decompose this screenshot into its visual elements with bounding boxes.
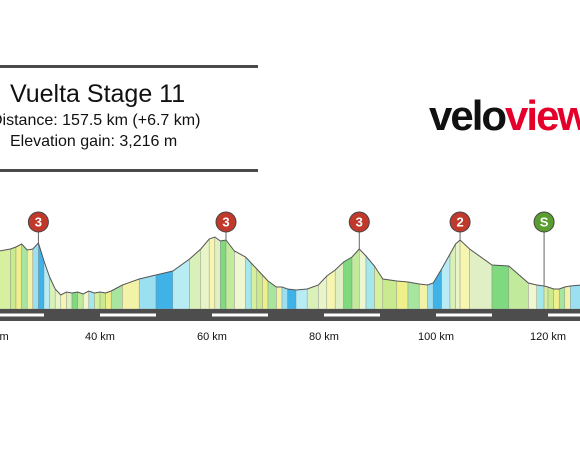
stage-title: Vuelta Stage 11 [10,80,186,108]
profile-segment [382,278,397,310]
km-dash [0,313,44,317]
profile-segment [110,284,123,310]
sprint-marker [533,211,555,233]
profile-segment [27,248,33,310]
profile-segment [427,282,434,310]
profile-segment [155,270,174,310]
profile-segment [99,291,106,310]
profile-segment [469,248,493,310]
logo-velo: velo [429,92,507,139]
profile-segment [326,269,336,310]
profile-segment [295,288,308,310]
distance-baseline [0,309,580,321]
km-tick-label: 80 km [309,331,339,343]
profile-segment [407,281,420,310]
km-tick-group: 40 km 60 km 80 km 100 km 120 km km [0,331,566,343]
stage-info-box: Vuelta Stage 11 Distance: 157.5 km (+6.7… [0,0,260,175]
profile-outline [0,236,580,296]
km-tick-label: 100 km [418,331,454,343]
profile-segment [267,280,277,310]
profile-segment [459,239,470,310]
profile-segment [71,291,78,310]
profile-segment [10,246,17,310]
profile-segment [66,291,73,310]
climb-marker-label: 3 [356,215,363,230]
climb-marker-label: 2 [456,215,463,230]
km-dash-group [0,313,580,317]
profile-segment [15,243,22,310]
profile-segment [449,243,456,310]
bottom-divider [0,169,258,172]
profile-segment [547,286,554,310]
climb-category-marker [215,211,237,233]
profile-segment [49,276,56,310]
profile-segment [0,248,11,310]
profile-segment [220,239,227,310]
profile-segment [88,290,95,310]
logo-view: view [505,92,580,139]
profile-segment [105,290,112,310]
profile-segment [21,243,28,310]
km-tick-label-partial: km [0,331,9,343]
profile-segment [559,286,565,310]
profile-segment [77,291,84,310]
profile-segment [200,238,210,310]
stage-distance: Distance: 157.5 km (+6.7 km) [0,112,201,129]
km-dash [100,313,156,317]
km-dash [212,313,268,317]
profile-segment [491,264,509,310]
profile-segment [214,236,221,310]
profile-segment [94,291,101,310]
profile-segment [276,286,283,310]
profile-fill-group [0,236,580,310]
profile-segment [250,262,257,310]
profile-segment [351,248,360,310]
profile-segment [256,268,263,310]
profile-segment [343,256,353,310]
profile-segment [287,288,297,310]
climb-category-marker [449,211,471,233]
profile-segment [455,239,461,310]
km-tick-label: 60 km [197,331,227,343]
climb-category-marker [348,211,370,233]
profile-segment [208,236,216,310]
profile-segment [508,265,529,310]
profile-segment [281,286,288,310]
profile-segment [433,268,442,310]
profile-segment [172,258,190,310]
profile-segment [245,256,252,310]
profile-segment [536,284,545,310]
profile-segment [396,280,409,310]
km-dash [548,313,580,317]
profile-segment [543,285,549,310]
profile-segment [570,284,580,310]
profile-segment [225,239,235,310]
profile-segment [553,288,560,310]
climb-marker-label: S [540,215,549,230]
climb-marker-label: 3 [222,215,229,230]
profile-segment [138,274,157,310]
climb-marker-group: 3 3 3 2 S [27,211,555,286]
top-divider [0,65,258,68]
profile-segment [234,250,246,310]
profile-segment [564,285,571,310]
profile-segment [359,248,367,310]
km-tick-label: 40 km [85,331,115,343]
veloviewer-logo: veloview [429,95,580,137]
km-dash [324,313,380,317]
profile-segment [528,282,537,310]
elevation-profile-chart: 3 3 3 2 S 40 km 60 km 80 km 100 km 120 km km [0,211,580,343]
climb-category-marker [27,211,49,233]
climb-marker-label: 3 [35,215,42,230]
km-tick-label: 120 km [530,331,566,343]
profile-segment [419,283,428,310]
stage-elevation-gain: Elevation gain: 3,216 m [10,133,178,150]
profile-segment [122,278,140,310]
profile-segment [32,242,39,310]
km-dash [436,313,492,317]
